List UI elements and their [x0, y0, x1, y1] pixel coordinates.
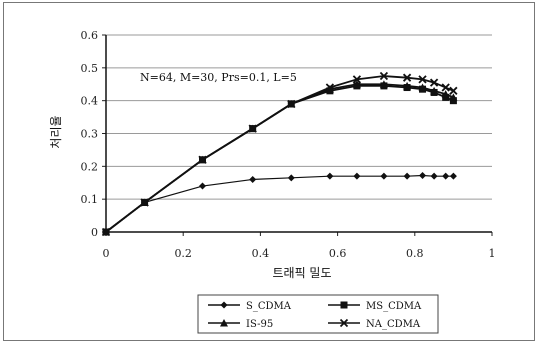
data-point-s-cdma: [449, 172, 457, 180]
data-point-is-95: [379, 80, 388, 88]
legend-marker-is-95: [220, 319, 228, 327]
data-point-na-cdma: [198, 155, 207, 164]
legend-marker-s-cdma: [220, 301, 228, 309]
legend-label-na-cdma: NA_CDMA: [366, 319, 421, 330]
legend-label-s-cdma: S_CDMA: [246, 301, 292, 312]
parameter-annotation: N=64, M=30, Prs=0.1, L=5: [140, 71, 297, 84]
data-point-na-cdma: [248, 124, 257, 133]
legend-label-is-95: IS-95: [246, 319, 273, 330]
grid-lines: [106, 34, 492, 200]
data-point-is-95: [449, 93, 458, 101]
y-tick-label: 0.4: [81, 95, 99, 108]
data-point-s-cdma: [326, 172, 334, 180]
data-point-na-cdma: [287, 99, 296, 109]
y-tick-label: 0.2: [81, 160, 99, 173]
data-point-na-cdma: [352, 75, 362, 84]
data-point-na-cdma: [379, 71, 389, 81]
series-line-is-95: [105, 83, 454, 233]
data-point-s-cdma: [199, 182, 206, 190]
data-point-s-cdma: [353, 172, 361, 180]
series-lines: [101, 71, 458, 237]
data-point-is-95: [441, 90, 450, 98]
x-tick-label: 0.6: [329, 247, 347, 260]
data-point-s-cdma: [419, 172, 427, 180]
x-tick-label: 0.2: [174, 247, 192, 260]
x-axis-label: 트래픽 밀도: [272, 266, 331, 280]
data-point-na-cdma: [429, 78, 439, 87]
data-point-s-cdma: [380, 172, 388, 180]
data-point-na-cdma: [140, 198, 149, 207]
y-axis-label: 처리율: [49, 115, 63, 148]
legend-box: [197, 294, 439, 334]
data-point-is-95: [430, 86, 439, 95]
y-tick-label: 0.5: [81, 62, 99, 75]
x-tick-label: 1: [489, 247, 496, 260]
x-tick-labels: 0 0.2 0.4 0.6 0.8 1: [103, 247, 496, 260]
series-line-s-cdma: [105, 174, 454, 233]
data-point-na-cdma: [441, 83, 450, 92]
y-tick-labels: 0 0.1 0.2 0.3 0.4 0.5 0.6: [81, 29, 99, 239]
x-tick-label: 0.8: [406, 247, 424, 260]
data-point-s-cdma: [430, 172, 438, 180]
data-point-na-cdma: [449, 86, 458, 95]
legend-label-ms-cdma: MS_CDMA: [366, 301, 422, 312]
series-line-na-cdma: [105, 75, 454, 233]
y-tick-label: 0: [91, 226, 98, 239]
y-tick-label: 0.1: [81, 193, 99, 206]
x-tick-label: 0: [103, 247, 110, 260]
y-tick-label: 0.6: [81, 29, 99, 42]
data-point-s-cdma: [249, 175, 257, 183]
data-point-na-cdma: [101, 227, 111, 237]
data-point-na-cdma: [402, 73, 412, 82]
y-tick-label: 0.3: [81, 128, 99, 141]
data-point-is-95: [418, 83, 427, 92]
data-point-s-cdma: [403, 172, 411, 180]
data-point-na-cdma: [418, 75, 427, 84]
series-line-ms-cdma: [105, 84, 454, 233]
axes: [102, 34, 493, 236]
x-tick-label: 0.4: [252, 247, 270, 260]
legend: S_CDMA MS_CDMA IS-95 NA_CDMA: [197, 294, 439, 334]
data-point-na-cdma: [325, 83, 335, 92]
data-point-is-95: [352, 80, 361, 88]
data-point-s-cdma: [442, 172, 450, 180]
legend-marker-ms-cdma: [340, 301, 348, 309]
data-point-is-95: [403, 81, 412, 90]
data-point-s-cdma: [287, 174, 295, 182]
chart-frame: [3, 2, 535, 341]
legend-marker-na-cdma: [339, 318, 349, 328]
